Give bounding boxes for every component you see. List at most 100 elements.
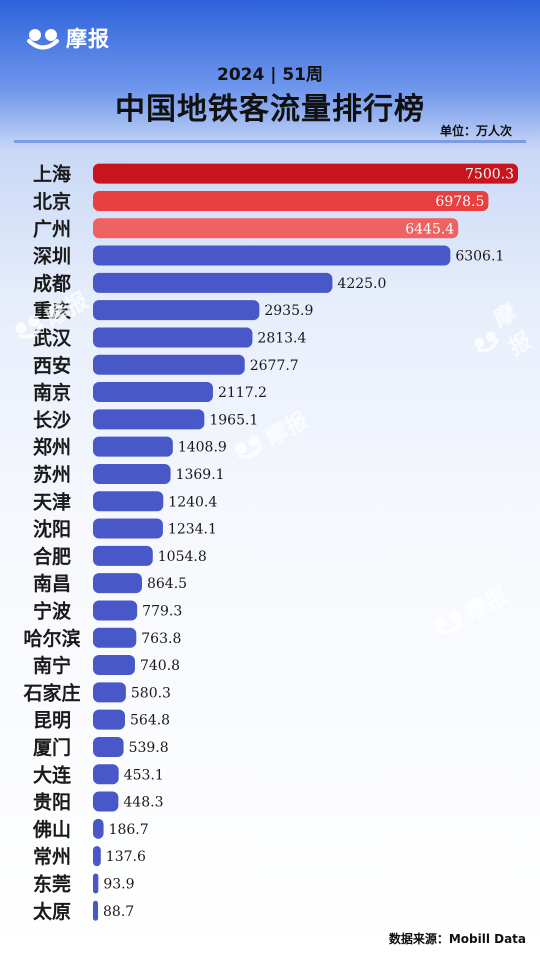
category-label: 成都 [33,272,71,295]
value-label: 7500.3 [465,167,514,183]
value-label: 763.8 [141,631,181,647]
value-label: 580.3 [131,685,171,701]
category-label: 厦门 [33,736,71,759]
category-label: 宁波 [33,599,72,622]
bar [93,627,137,648]
value-label: 740.8 [140,658,180,674]
category-label: 重庆 [33,299,71,322]
moobao-logo-icon [435,610,464,634]
bar [93,900,99,921]
value-label: 6978.5 [435,194,484,210]
value-label: 779.3 [142,603,182,619]
bar [93,327,253,348]
category-label: 贵阳 [33,792,71,814]
category-label: 昆明 [33,710,71,732]
bar [93,245,451,266]
value-label: 6445.4 [405,221,454,237]
bar [93,463,171,484]
bar [93,791,119,812]
value-label: 2935.9 [264,303,313,319]
bar [93,354,245,375]
value-label: 1054.8 [158,549,207,565]
value-label: 6306.1 [455,249,504,265]
value-label: 1369.1 [176,467,225,483]
moobao-logo-icon [474,331,500,352]
category-label: 佛山 [32,818,71,841]
data-source: 数据来源：Mobill Data [388,932,526,946]
bar [93,764,119,785]
category-label: 常州 [33,845,71,868]
bar [93,818,104,839]
bar [93,736,124,757]
value-label: 864.5 [147,576,187,592]
value-label: 453.1 [124,767,164,783]
moobao-logo-icon [27,29,59,50]
category-label: 长沙 [33,409,71,431]
category-label: 天津 [33,490,71,513]
category-label: 太原 [33,900,71,923]
chart-title: 中国地铁客流量排行榜 [115,92,425,127]
value-label: 1965.1 [209,412,258,428]
category-label: 郑州 [33,437,71,459]
bar [93,436,173,457]
category-label: 上海 [33,163,71,186]
value-label: 2117.2 [218,385,267,401]
category-label: 沈阳 [33,518,71,541]
category-label: 大连 [33,763,72,786]
value-label: 1234.1 [168,522,217,538]
chart-subtitle: 2024 | 51周 [216,65,324,85]
category-label: 南宁 [33,654,71,677]
value-label: 1408.9 [178,440,227,456]
bar [93,682,126,703]
category-label: 南京 [33,381,71,404]
value-label: 93.9 [103,876,134,892]
value-label: 88.7 [103,904,134,920]
watermark: 摩报 [427,578,513,644]
category-label: 北京 [33,190,71,213]
brand-logo: 摩报 [26,24,110,52]
ridership-bar-chart: 上海 7500.3 北京 6978.5 广州 6445.4 深圳 6306.1 成都 4225.0… [22,163,518,923]
category-label: 武汉 [33,327,72,349]
bar [93,218,459,239]
value-label: 4225.0 [337,276,386,292]
bar [93,300,260,321]
watermark: 摩报 [7,283,93,349]
category-label: 东莞 [33,872,71,895]
bar [93,846,101,867]
value-label: 186.7 [109,822,149,838]
value-label: 539.8 [129,740,169,756]
value-label: 2813.4 [257,330,306,346]
unit-label: 单位：万人次 [439,124,512,138]
bar [93,873,99,894]
category-label: 哈尔滨 [23,627,80,650]
watermark: 摩报 [227,403,313,469]
moobao-logo-icon [15,315,44,339]
value-label: 2677.7 [250,358,299,374]
category-label: 广州 [33,217,71,240]
category-label: 合肥 [33,545,71,568]
bar [93,545,153,566]
value-label: 448.3 [123,795,163,811]
bar [93,190,489,211]
value-label: 564.8 [130,713,170,729]
category-label: 西安 [33,354,71,377]
value-label: 137.6 [106,849,146,865]
bar [93,518,163,539]
watermark: 摩报 [459,287,540,376]
bar [93,382,213,403]
category-label: 深圳 [33,245,71,268]
category-label: 苏州 [33,463,71,486]
bar [93,573,142,594]
bar [93,163,518,184]
category-label: 石家庄 [22,681,80,704]
value-label: 1240.4 [168,494,217,510]
bar [93,491,164,512]
header-divider [14,140,526,143]
bar [93,655,135,676]
moobao-logo-icon [235,435,264,459]
bar [93,409,205,430]
bar [93,600,138,621]
brand-name: 摩报 [66,27,110,51]
bar [93,272,333,293]
